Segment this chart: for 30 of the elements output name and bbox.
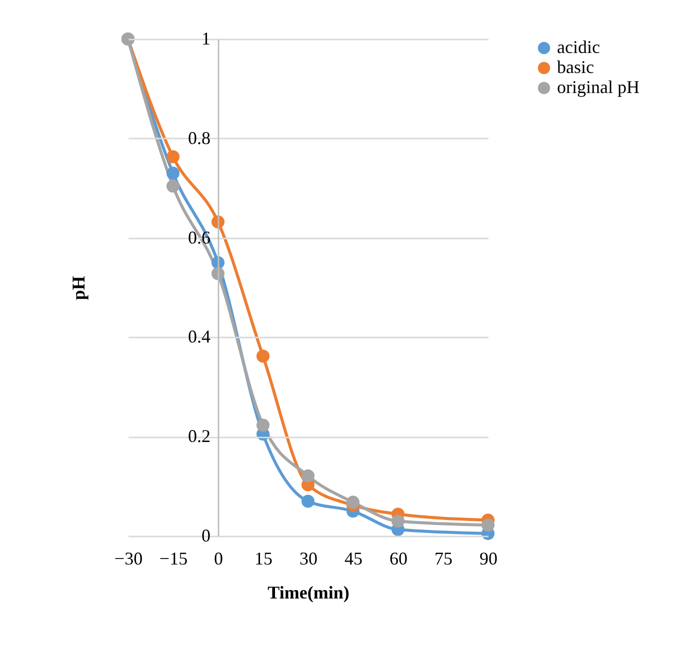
point — [391, 514, 405, 528]
point — [166, 150, 180, 164]
point — [346, 496, 360, 509]
x-tick-label: 45 — [344, 548, 362, 568]
legend-label: original pH — [557, 77, 640, 97]
point — [256, 350, 270, 363]
point — [166, 166, 180, 180]
y-tick-label: 0.6 — [188, 227, 210, 248]
legend-label: basic — [557, 57, 594, 77]
y-axis-title: pH — [68, 276, 88, 300]
x-tick-label: −15 — [159, 548, 188, 568]
x-tick-label: −30 — [114, 548, 143, 568]
x-axis-title: Time(min) — [268, 582, 350, 602]
y-tick-label: 0.2 — [188, 426, 210, 446]
point — [166, 180, 180, 193]
y-tick-label: 1 — [202, 28, 210, 48]
point — [481, 518, 495, 532]
point — [256, 418, 270, 432]
y-tick-label: 0.4 — [188, 326, 210, 347]
x-tick-label: 15 — [254, 548, 272, 568]
x-tick-label: 75 — [434, 548, 452, 568]
point — [301, 469, 315, 482]
legend-label: acidic — [557, 37, 600, 57]
x-tick-label: 30 — [300, 548, 318, 568]
x-tick-label: 0 — [214, 548, 223, 568]
x-tick-label: 90 — [480, 548, 498, 568]
x-tick-label: 60 — [390, 548, 408, 568]
point — [301, 494, 315, 508]
y-tick-label: 0.8 — [188, 128, 210, 148]
y-tick-label: 0 — [202, 526, 210, 546]
